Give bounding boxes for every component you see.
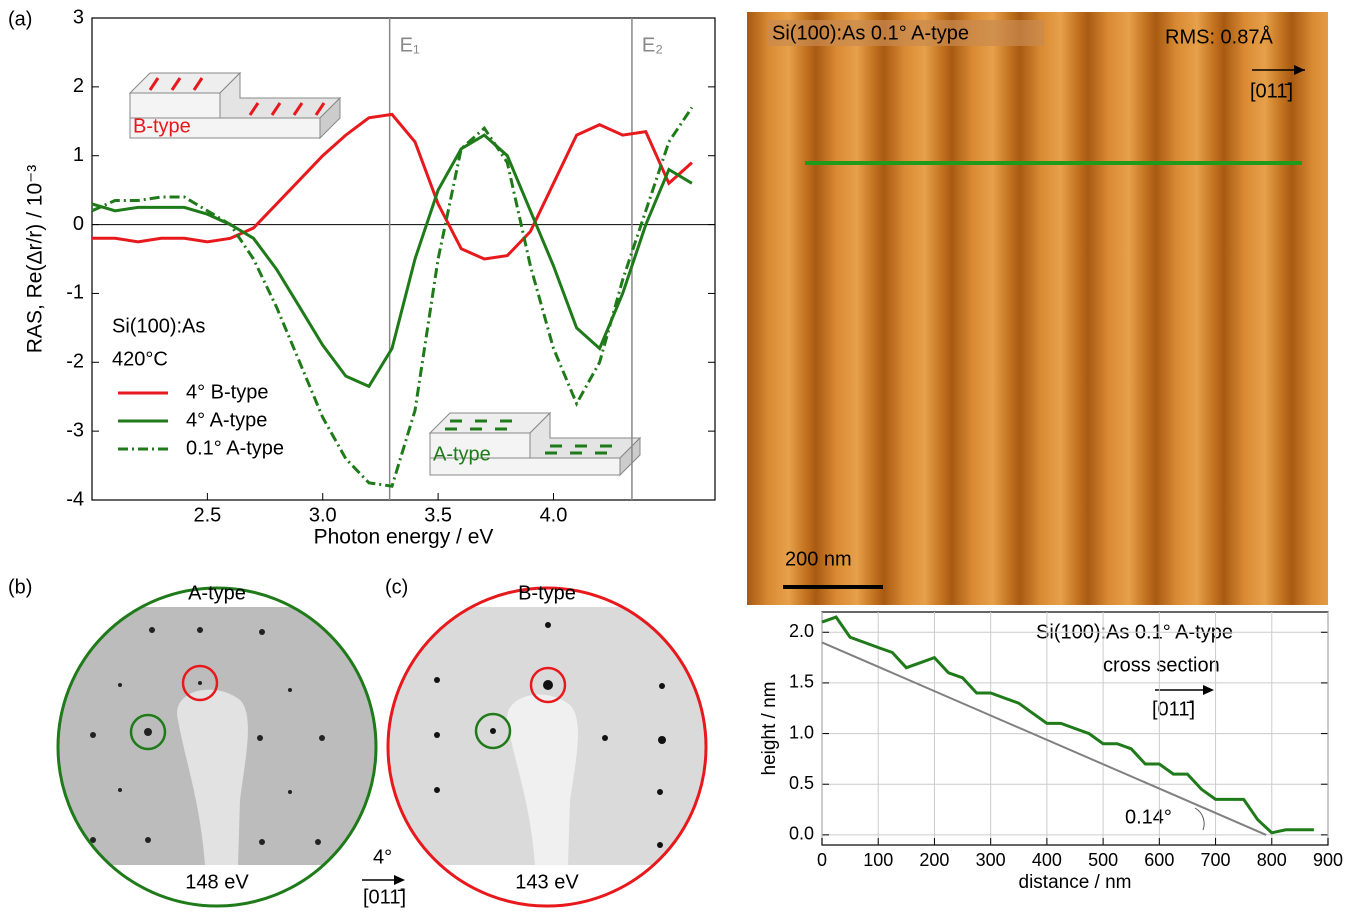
legend-label: 4° B-type <box>186 381 268 403</box>
y-tick-label: 3 <box>73 6 84 28</box>
data-line <box>91 133 693 389</box>
leed-label: A-type <box>188 582 246 604</box>
x-axis-label: Photon energy / eV <box>314 526 494 549</box>
miscut: 4° <box>373 846 392 868</box>
leed-border <box>386 586 708 908</box>
data-line <box>821 641 1267 836</box>
leed-label: B-type <box>518 582 576 604</box>
panel-label: (c) <box>385 576 408 598</box>
reference-label: E₂ <box>642 34 663 56</box>
y-axis-label: RAS, Re(Δr/r) / 10⁻³ <box>24 165 47 353</box>
inset-b-type <box>128 71 342 140</box>
legend-label: 0.1° A-type <box>186 437 284 459</box>
y-tick-label: 1.0 <box>789 722 814 742</box>
x-tick-label: 0 <box>817 850 827 870</box>
y-tick-label: 0.5 <box>789 773 814 793</box>
y-tick-label: 2.0 <box>789 621 814 641</box>
legend-label: 4° A-type <box>186 409 267 431</box>
y-tick-label: -2 <box>66 351 84 373</box>
inset-a-type <box>428 411 642 477</box>
angle-arc <box>1194 807 1205 831</box>
stm-rms: RMS: 0.87Å <box>1165 25 1273 48</box>
data-line <box>91 106 694 488</box>
x-tick-label: 200 <box>919 850 949 870</box>
arrow-head <box>1203 685 1214 695</box>
plot-area <box>91 17 716 501</box>
reference-label: E₁ <box>400 34 420 56</box>
annotation: 0.14° <box>1125 806 1172 828</box>
arrow-head <box>394 875 405 885</box>
data-line <box>92 112 693 261</box>
scale-bar-label: 200 nm <box>785 548 852 570</box>
inset-label: A-type <box>433 443 491 465</box>
x-tick-label: 4.0 <box>540 504 568 526</box>
y-tick-label: 0.0 <box>789 824 814 844</box>
x-tick-label: 3.0 <box>309 504 337 526</box>
y-tick-label: 0 <box>73 213 84 235</box>
y-tick-label: -4 <box>66 488 84 510</box>
inset-label: B-type <box>133 115 191 137</box>
x-tick-label: 100 <box>863 850 893 870</box>
stm-direction: [011̄] <box>1250 80 1293 102</box>
leed-c <box>389 607 705 865</box>
x-tick-label: 3.5 <box>424 504 452 526</box>
panel-label: (a) <box>8 8 32 30</box>
leed-energy: 143 eV <box>515 871 579 893</box>
spot-marker <box>181 664 219 702</box>
annotation: cross section <box>1103 654 1220 676</box>
x-tick-label: 900 <box>1313 850 1343 870</box>
spot-marker <box>129 713 167 751</box>
y-tick-label: 2 <box>73 75 84 97</box>
spot-marker <box>529 666 567 704</box>
panel-label: (b) <box>8 576 32 598</box>
leed-b <box>59 607 375 865</box>
x-tick-label: 500 <box>1088 850 1118 870</box>
x-axis-label: distance / nm <box>1019 872 1132 893</box>
annotation: [011̄] <box>1152 698 1195 720</box>
x-tick-label: 400 <box>1032 850 1062 870</box>
y-tick-label: 1 <box>73 144 84 166</box>
stm-title: Si(100):As 0.1° A-type <box>772 22 969 44</box>
x-tick-label: 600 <box>1144 850 1174 870</box>
y-tick-label: -1 <box>66 282 84 304</box>
spot-marker <box>474 712 512 750</box>
x-tick-label: 2.5 <box>193 504 221 526</box>
annotation: Si(100):As <box>112 315 205 337</box>
direction: [011̄] <box>363 886 406 908</box>
y-tick-label: 1.5 <box>789 672 814 692</box>
stm-image <box>747 12 1328 605</box>
leed-energy: 148 eV <box>185 871 249 893</box>
y-tick-label: -3 <box>66 419 84 441</box>
x-tick-label: 700 <box>1201 850 1231 870</box>
data-line <box>821 615 1314 835</box>
x-tick-label: 800 <box>1257 850 1287 870</box>
leed-border <box>56 586 378 908</box>
annotation: 420°C <box>112 348 168 370</box>
x-tick-label: 300 <box>976 850 1006 870</box>
y-axis-label: height / nm <box>759 682 780 776</box>
